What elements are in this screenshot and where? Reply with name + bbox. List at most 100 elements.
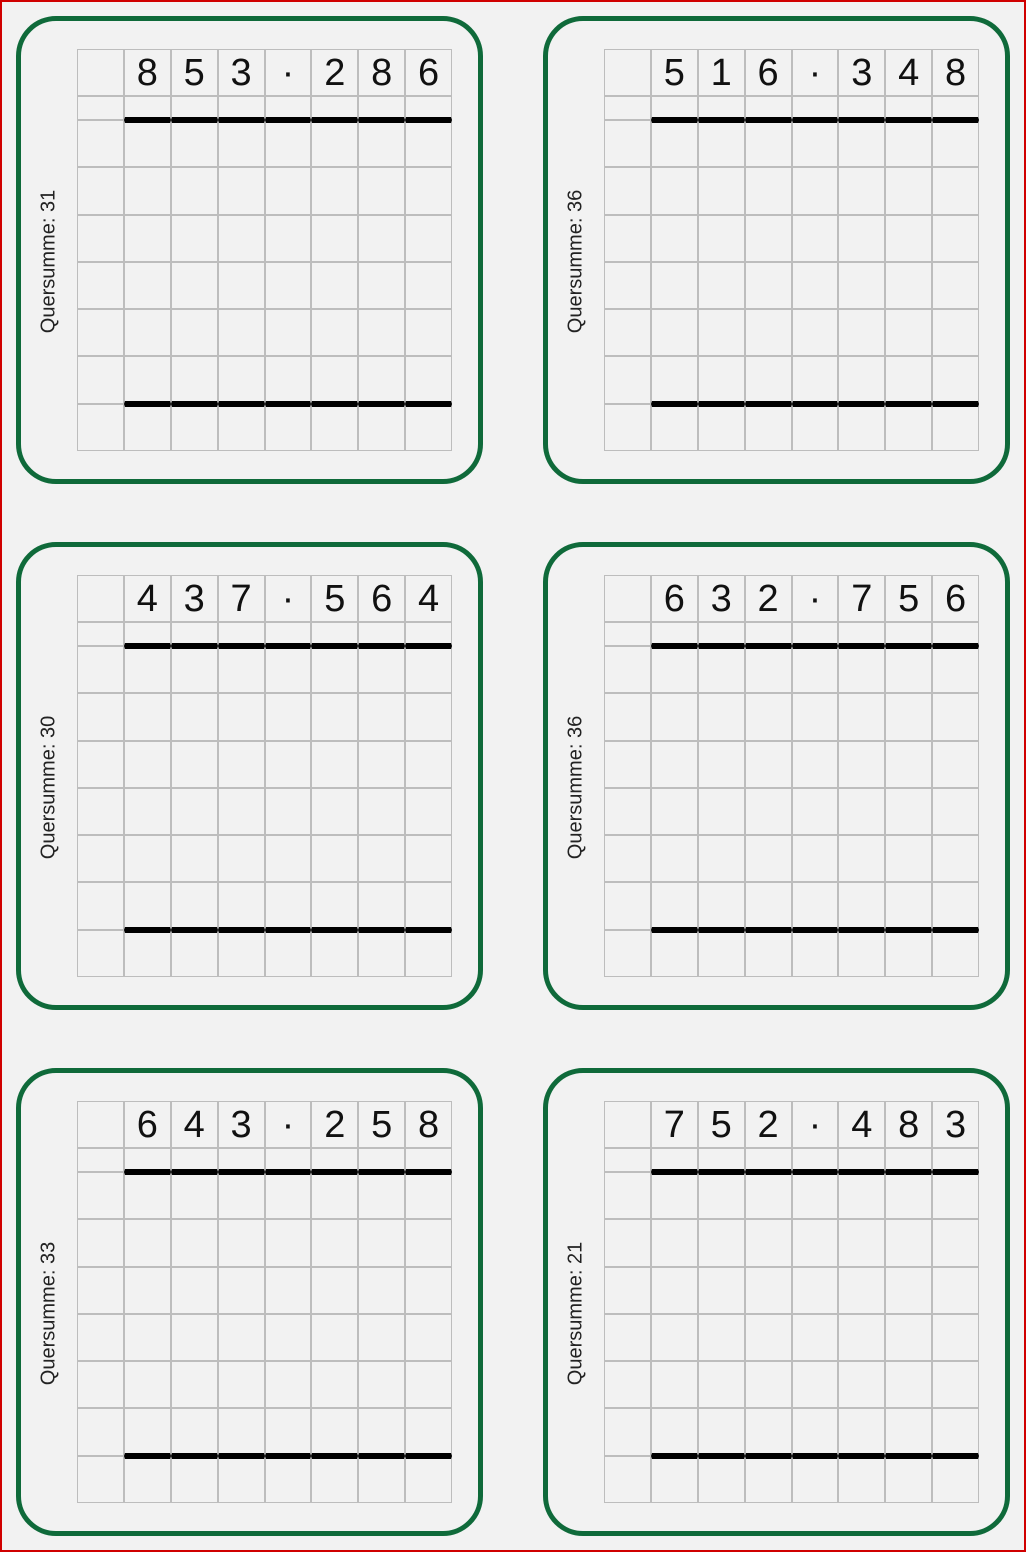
digit-cell: 1 <box>698 49 745 96</box>
grid-cell <box>311 1456 358 1503</box>
grid-cell <box>311 1172 358 1219</box>
grid-cell <box>932 1148 979 1172</box>
calculation-grid: 516·348 <box>604 49 979 451</box>
grid-cell <box>218 215 265 262</box>
grid-cell <box>885 1456 932 1503</box>
grid-cell <box>604 622 651 646</box>
grid-cell <box>604 882 651 929</box>
grid-cell <box>77 1361 124 1408</box>
grid-cell <box>171 1361 218 1408</box>
grid-cell <box>265 930 312 977</box>
grid-cell <box>218 1148 265 1172</box>
grid-cell <box>745 882 792 929</box>
grid-cell <box>932 1314 979 1361</box>
grid-cell <box>604 215 651 262</box>
grid-cell <box>405 1408 452 1455</box>
grid-cell <box>651 1219 698 1266</box>
quersumme-label: Quersumme: 36 <box>565 716 588 859</box>
grid-cell <box>311 1314 358 1361</box>
grid-cell <box>604 167 651 214</box>
grid-cell <box>265 1148 312 1172</box>
grid-cell <box>745 404 792 451</box>
grid-cell <box>265 622 312 646</box>
grid-cell <box>604 262 651 309</box>
grid-cell <box>218 1267 265 1314</box>
grid-cell <box>124 835 171 882</box>
grid-cell <box>405 1267 452 1314</box>
grid-cell <box>265 167 312 214</box>
grid-cell <box>124 693 171 740</box>
grid-cell <box>265 788 312 835</box>
grid-cell <box>745 120 792 167</box>
grid-cell <box>171 309 218 356</box>
grid-cell <box>792 120 839 167</box>
operator-dot: · <box>265 575 312 622</box>
grid-cell <box>792 215 839 262</box>
grid-cell <box>885 1408 932 1455</box>
grid-cell <box>885 930 932 977</box>
grid-cell <box>405 930 452 977</box>
grid-cell <box>838 309 885 356</box>
grid-cell <box>838 96 885 120</box>
grid-cell <box>77 167 124 214</box>
grid-cell <box>311 1361 358 1408</box>
grid-cell <box>171 882 218 929</box>
grid-cell <box>651 1314 698 1361</box>
grid-cell <box>77 575 124 622</box>
grid-cell <box>698 1408 745 1455</box>
grid-cell <box>885 882 932 929</box>
grid-cell <box>265 96 312 120</box>
grid-cell <box>265 215 312 262</box>
grid-cell <box>604 1314 651 1361</box>
grid-cell <box>77 930 124 977</box>
grid-cell <box>838 1456 885 1503</box>
grid-cell <box>124 1408 171 1455</box>
grid-cell <box>604 835 651 882</box>
grid-cell <box>311 262 358 309</box>
grid-cell <box>311 1219 358 1266</box>
grid-cell <box>604 1101 651 1148</box>
grid-cell <box>311 622 358 646</box>
grid-cell <box>838 741 885 788</box>
grid-cell <box>698 215 745 262</box>
grid-cell <box>124 262 171 309</box>
grid-cell <box>124 930 171 977</box>
operator-dot: · <box>792 1101 839 1148</box>
grid-cell <box>218 1314 265 1361</box>
grid-cell <box>311 309 358 356</box>
grid-cell <box>265 1267 312 1314</box>
grid-cell <box>405 1361 452 1408</box>
grid-cell <box>358 96 405 120</box>
grid-cell <box>311 693 358 740</box>
grid-cell <box>604 1456 651 1503</box>
grid-cell <box>77 262 124 309</box>
grid-cell <box>932 1408 979 1455</box>
grid-cell <box>171 96 218 120</box>
grid-cell <box>745 646 792 693</box>
grid-cell <box>838 1361 885 1408</box>
grid-cell <box>218 693 265 740</box>
grid-cell <box>792 930 839 977</box>
multiplication-card: Quersumme: 36632·756 <box>543 542 1010 1010</box>
grid-cell <box>745 1148 792 1172</box>
grid-cell <box>651 1408 698 1455</box>
grid-cell <box>265 1172 312 1219</box>
grid-cell <box>932 646 979 693</box>
calculation-grid: 752·483 <box>604 1101 979 1503</box>
grid-cell <box>124 1314 171 1361</box>
grid-cell <box>745 96 792 120</box>
grid-cell <box>124 120 171 167</box>
grid-cell <box>651 788 698 835</box>
grid-cell <box>358 1408 405 1455</box>
grid-cell <box>932 1267 979 1314</box>
grid-cell <box>218 1408 265 1455</box>
grid-cell <box>405 1148 452 1172</box>
operator-dot: · <box>792 575 839 622</box>
grid-cell <box>124 356 171 403</box>
grid-cell <box>792 1314 839 1361</box>
grid-cell <box>745 1456 792 1503</box>
grid-cell <box>218 622 265 646</box>
grid-cell <box>745 1172 792 1219</box>
digit-cell: 3 <box>218 49 265 96</box>
grid-cell <box>77 356 124 403</box>
